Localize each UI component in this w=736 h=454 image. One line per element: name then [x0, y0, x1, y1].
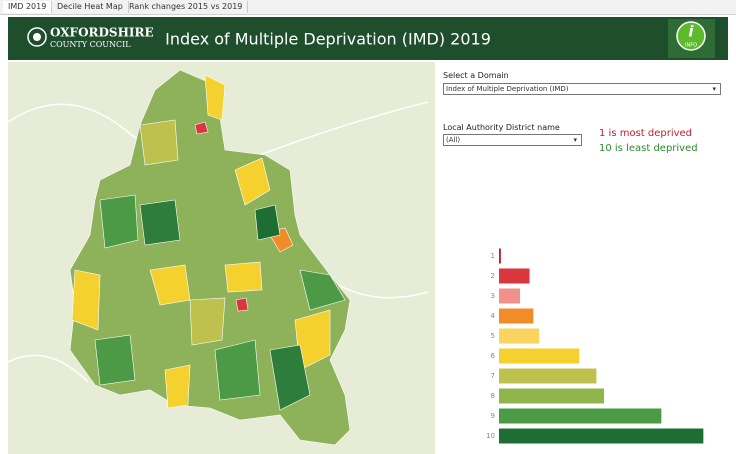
- bar-label: 9: [491, 412, 495, 420]
- map-region: [224, 261, 263, 293]
- header-graphics: OXFORDSHIRE COUNTY COUNCIL Index of Mult…: [27, 19, 715, 58]
- filter-label: Local Authority District name: [443, 123, 560, 132]
- map-region: [204, 74, 226, 121]
- filter-label: Select a Domain: [443, 71, 509, 80]
- map-region: [94, 334, 136, 386]
- bar: [499, 428, 704, 444]
- tab[interactable]: IMD 2019: [3, 1, 53, 13]
- bar-label: 2: [491, 272, 495, 280]
- logo-text: COUNTY COUNCIL: [50, 40, 131, 49]
- bar-label: 10: [486, 432, 495, 440]
- map-region: [214, 339, 261, 401]
- decile-chart: 1 2 3 4 5 6 7 8 9 10: [486, 248, 704, 444]
- legend-text: 1 is most deprived: [599, 128, 693, 139]
- bar: [499, 348, 580, 364]
- logo-text: OXFORDSHIRE: [50, 26, 154, 40]
- logo-crest: [27, 27, 47, 47]
- map-region: [139, 199, 181, 246]
- map[interactable]: [8, 62, 435, 454]
- dropdown[interactable]: (All): [443, 134, 582, 146]
- map-region: [189, 297, 226, 346]
- info-label: INFO: [685, 43, 697, 49]
- logo-crest: [33, 33, 41, 41]
- bar: [499, 368, 597, 384]
- tab-bar: IMD 2019 Decile Heat Map Rank changes 20…: [0, 0, 736, 15]
- map-region: [164, 364, 191, 409]
- tab[interactable]: Rank changes 2015 vs 2019: [124, 1, 249, 13]
- map-region: [71, 269, 101, 331]
- map-region: [139, 119, 179, 166]
- bar: [499, 268, 530, 284]
- map-region: [194, 121, 209, 135]
- bar: [499, 328, 540, 344]
- bar-label: 6: [491, 352, 496, 360]
- map-region: [235, 297, 249, 312]
- bar-label: 7: [491, 372, 495, 380]
- bar-label: 4: [491, 312, 496, 320]
- header: OXFORDSHIRE COUNTY COUNCIL Index of Mult…: [8, 17, 728, 60]
- map-region: [269, 344, 311, 411]
- info-icon[interactable]: [676, 21, 706, 51]
- bar-label: 3: [491, 292, 495, 300]
- bar-label: 1: [491, 252, 495, 260]
- bar: [499, 388, 605, 404]
- legend-text: 10 is least deprived: [599, 143, 698, 154]
- map-region: [234, 157, 271, 206]
- tab[interactable]: Decile Heat Map: [52, 1, 129, 13]
- dropdown[interactable]: Index of Multiple Deprivation (IMD): [443, 83, 721, 95]
- info-icon-letter: i: [688, 23, 694, 41]
- bar-label: 8: [491, 392, 495, 400]
- page-title: Index of Multiple Deprivation (IMD) 2019: [165, 30, 491, 49]
- bar-label: 5: [491, 332, 495, 340]
- map-region: [99, 194, 139, 249]
- map-region: [254, 204, 281, 241]
- bar: [499, 408, 662, 424]
- bar: [499, 288, 521, 304]
- bar: [499, 248, 501, 264]
- map-region: [299, 269, 346, 311]
- bar: [499, 308, 534, 324]
